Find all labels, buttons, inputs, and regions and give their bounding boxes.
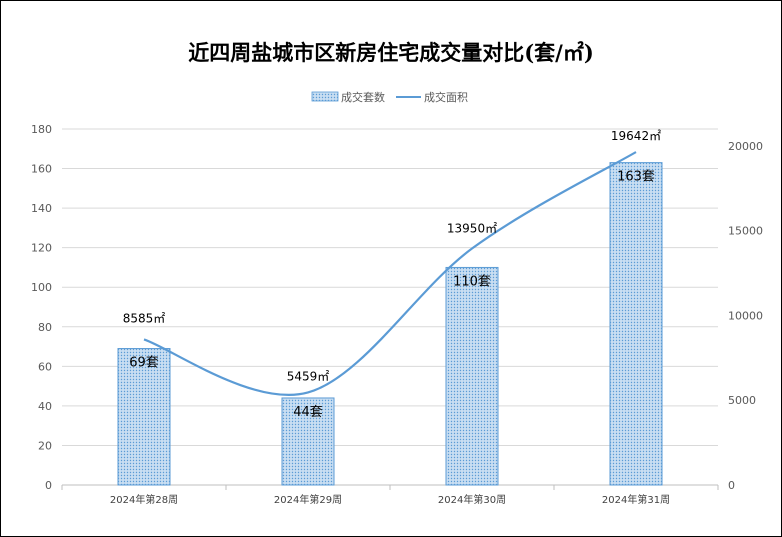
bar: [609, 162, 663, 486]
bar-series: [117, 162, 663, 486]
y-right-tick-label: 20000: [728, 140, 763, 153]
legend-swatch-bar: [311, 91, 339, 102]
y-right-tick-label: 15000: [728, 225, 763, 238]
y-left-tick-label: 80: [38, 321, 52, 334]
chart-title: 近四周盐城市区新房住宅成交量对比(套/㎡): [188, 40, 594, 65]
y-left-tick-label: 120: [31, 242, 52, 255]
x-tick-label: 2024年第30周: [438, 493, 506, 506]
line-data-label: 19642㎡: [611, 129, 661, 143]
bar-data-label: 110套: [453, 273, 491, 289]
y-left-tick-label: 20: [38, 439, 52, 452]
bar-data-label: 163套: [617, 169, 655, 185]
legend-label-line: 成交面积: [424, 90, 468, 104]
data-labels: 69套 44套 110套 163套 8585㎡ 5459㎡ 13950㎡ 19642㎡: [123, 129, 661, 420]
y-left-tick-label: 100: [31, 281, 52, 294]
bar: [117, 348, 171, 486]
x-tick-label: 2024年第29周: [274, 493, 342, 506]
y-left-tick-label: 160: [31, 163, 52, 176]
y-right-tick-label: 10000: [728, 309, 763, 322]
legend: 成交套数 成交面积: [311, 90, 468, 104]
y-left-tick-label: 180: [31, 123, 52, 136]
line-path: [143, 151, 637, 396]
y-left-tick-label: 0: [45, 479, 52, 492]
bar: [281, 397, 335, 486]
bar-data-label: 69套: [129, 355, 159, 371]
x-tick-label: 2024年第28周: [110, 493, 178, 506]
y-right-tick-label: 0: [728, 479, 735, 492]
y-right-tick-label: 5000: [728, 394, 756, 407]
y-left-tick-label: 40: [38, 400, 52, 413]
line-data-label: 13950㎡: [447, 222, 497, 236]
line-data-label: 8585㎡: [123, 311, 166, 325]
y-left-tick-label: 60: [38, 360, 52, 373]
bar-data-label: 44套: [293, 404, 323, 420]
gridlines: [62, 128, 718, 446]
x-tick-label: 2024年第31周: [602, 493, 670, 506]
line-series: [143, 151, 637, 396]
bar: [445, 266, 499, 486]
legend-label-bar: 成交套数: [341, 90, 385, 104]
y-left-tick-label: 140: [31, 202, 52, 215]
line-data-label: 5459㎡: [287, 369, 330, 383]
axes: 0 20 40 60 80 100 120 140 160 180 0 5000 10000 15000 2…: [31, 123, 763, 506]
